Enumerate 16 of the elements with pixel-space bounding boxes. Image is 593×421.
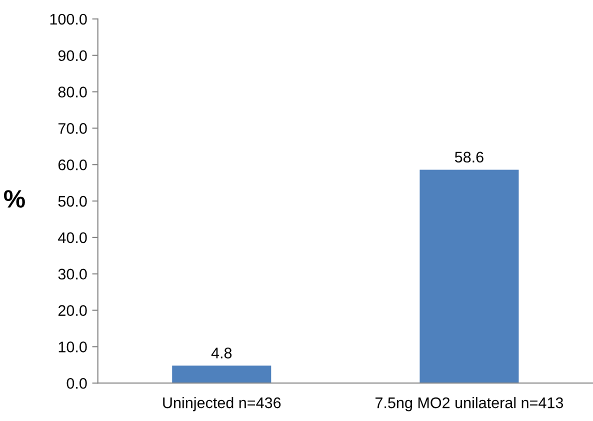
y-tick-label: 60.0 xyxy=(58,159,87,170)
y-tick-label: 30.0 xyxy=(58,268,87,280)
x-tick-label: 7.5ng MO2 unilateral n=413 xyxy=(376,397,564,412)
y-tick-label: 100.0 xyxy=(50,14,87,25)
y-tick-label: 50.0 xyxy=(58,196,87,207)
data-label: 4.8 xyxy=(211,348,232,358)
x-tick-label: Uninjected n=436 xyxy=(163,397,281,412)
y-axis-title: % xyxy=(4,190,25,208)
y-tick-label: 40.0 xyxy=(58,232,87,244)
y-tick-label: 70.0 xyxy=(58,123,87,134)
y-tick-label: 90.0 xyxy=(58,50,87,62)
y-tick-label: 10.0 xyxy=(58,342,87,352)
data-label: 58.6 xyxy=(454,152,484,163)
y-tick-label: 0.0 xyxy=(66,378,87,389)
y-tick-label: 20.0 xyxy=(58,305,87,316)
y-tick-label: 80.0 xyxy=(58,86,87,98)
